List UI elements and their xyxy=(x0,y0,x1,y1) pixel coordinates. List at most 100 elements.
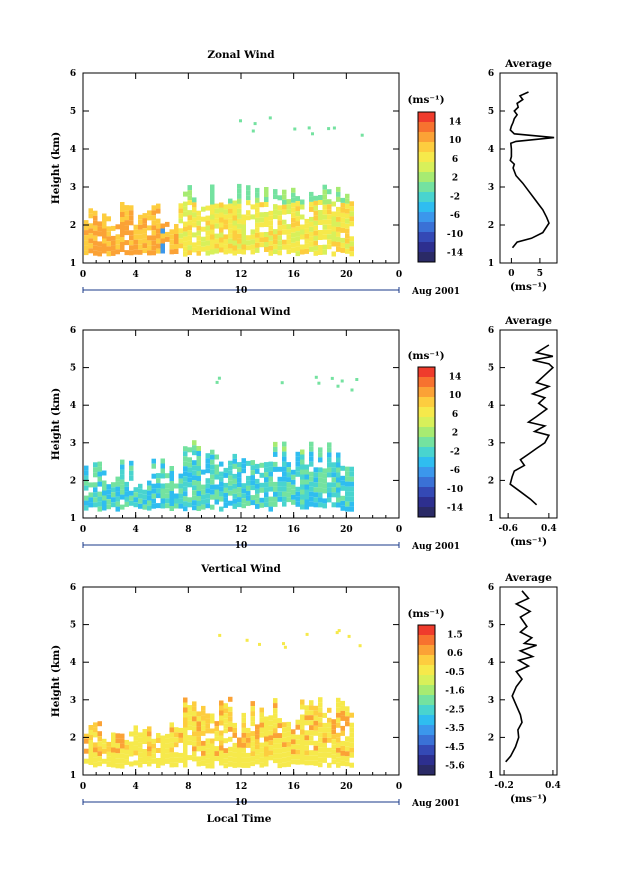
heatmap-cell xyxy=(232,722,237,728)
heatmap-cell xyxy=(250,761,255,767)
heatmap-cell xyxy=(205,493,210,499)
heatmap-cell xyxy=(264,187,269,192)
heatmap-cell xyxy=(259,717,264,723)
heatmap-cell xyxy=(187,235,192,241)
heatmap-cell xyxy=(232,493,237,499)
heatmap-cell xyxy=(142,233,147,239)
heatmap-cell xyxy=(160,735,165,741)
heatmap-cell xyxy=(259,232,264,238)
day-label: 10 xyxy=(235,541,248,551)
heatmap-cell xyxy=(340,212,345,218)
x-tick-label: 4 xyxy=(133,782,139,792)
heatmap-cell xyxy=(147,761,152,767)
heatmap-cell xyxy=(124,210,129,216)
heatmap-cell xyxy=(327,482,332,488)
heatmap-cell xyxy=(309,206,314,212)
heatmap-cell xyxy=(178,208,183,214)
heatmap-cell xyxy=(300,454,305,460)
heatmap-cell xyxy=(84,220,89,226)
heatmap-cell xyxy=(336,747,341,753)
heatmap-cell xyxy=(120,748,125,754)
heatmap-cell xyxy=(205,225,210,231)
heatmap-cell xyxy=(138,249,143,255)
heatmap-cell xyxy=(336,707,341,713)
heatmap-cell xyxy=(88,760,93,765)
heatmap-cell xyxy=(331,724,336,730)
heatmap-cell xyxy=(318,210,323,215)
heatmap-cell xyxy=(219,217,224,223)
heatmap-cell xyxy=(282,466,287,472)
x-tick-label: 20 xyxy=(340,525,353,535)
heatmap-cell xyxy=(331,487,336,493)
heatmap-cell xyxy=(183,201,188,207)
heatmap-cell xyxy=(120,504,125,510)
heatmap-cell xyxy=(237,467,242,473)
heatmap-cell xyxy=(147,225,152,231)
heatmap-cell xyxy=(322,752,327,758)
heatmap-cell xyxy=(309,491,314,497)
heatmap-cell xyxy=(331,226,336,232)
heatmap-cell xyxy=(111,747,116,753)
heatmap-cell xyxy=(169,742,174,748)
heatmap-cell xyxy=(293,127,297,131)
heatmap-cell xyxy=(201,484,206,490)
heatmap-cell xyxy=(237,218,242,224)
heatmap-cell xyxy=(192,736,197,742)
heatmap-cell xyxy=(210,713,215,719)
heatmap-cell xyxy=(277,215,282,221)
heatmap-cell xyxy=(264,502,269,508)
heatmap-cell xyxy=(97,466,102,472)
heatmap-cell xyxy=(322,742,327,748)
heatmap-cell xyxy=(187,735,192,741)
heatmap-cell xyxy=(219,471,224,477)
heatmap-cell xyxy=(232,503,237,509)
heatmap-cell xyxy=(142,504,147,510)
heatmap-cell xyxy=(196,736,201,742)
heatmap-cell xyxy=(156,203,161,209)
heatmap-cell xyxy=(304,218,309,224)
heatmap-cell xyxy=(286,741,291,747)
heatmap-cell xyxy=(255,237,260,243)
heatmap-cell xyxy=(97,481,102,487)
heatmap-cell xyxy=(255,463,260,469)
heatmap-cell xyxy=(282,747,287,753)
heatmap-cell xyxy=(228,716,233,722)
heatmap-cell xyxy=(214,756,219,762)
heatmap-cell xyxy=(183,206,188,212)
heatmap-cell xyxy=(304,248,309,254)
heatmap-cell xyxy=(133,492,138,498)
heatmap-cell xyxy=(264,202,269,207)
heatmap-cell xyxy=(268,466,273,472)
heatmap-cell xyxy=(277,486,282,492)
x-tick-label: 12 xyxy=(235,782,248,792)
heatmap-cell xyxy=(219,232,224,238)
heatmap-cell xyxy=(133,487,138,493)
heatmap-cell xyxy=(327,467,332,473)
colorbar-swatch xyxy=(418,122,435,133)
heatmap-cell xyxy=(322,244,327,250)
heatmap-cell xyxy=(340,247,345,253)
heatmap-cell xyxy=(300,714,305,720)
heatmap-cell xyxy=(115,481,120,487)
heatmap-cell xyxy=(237,492,242,498)
heatmap-cell xyxy=(340,700,345,706)
heatmap-cell xyxy=(309,446,314,452)
heatmap-cell xyxy=(309,496,314,502)
colorbar-label: 14 xyxy=(449,372,462,382)
heatmap-cell xyxy=(196,761,201,767)
heatmap-cell xyxy=(174,493,179,499)
colorbar-swatch xyxy=(418,152,435,163)
heatmap-cell xyxy=(232,205,237,211)
heatmap-cell xyxy=(255,192,260,198)
heatmap-cell xyxy=(192,445,197,451)
heatmap-cell xyxy=(129,240,134,246)
heatmap-cell xyxy=(196,711,201,717)
heatmap-cell xyxy=(196,496,201,501)
heatmap-cell xyxy=(151,493,156,499)
heatmap-cell xyxy=(336,697,341,703)
heatmap-cell xyxy=(322,214,327,220)
chart-title: Vertical Wind xyxy=(200,563,281,575)
heatmap-cell xyxy=(277,723,282,729)
heatmap-cell xyxy=(273,244,278,250)
heatmap-cell xyxy=(345,491,350,497)
